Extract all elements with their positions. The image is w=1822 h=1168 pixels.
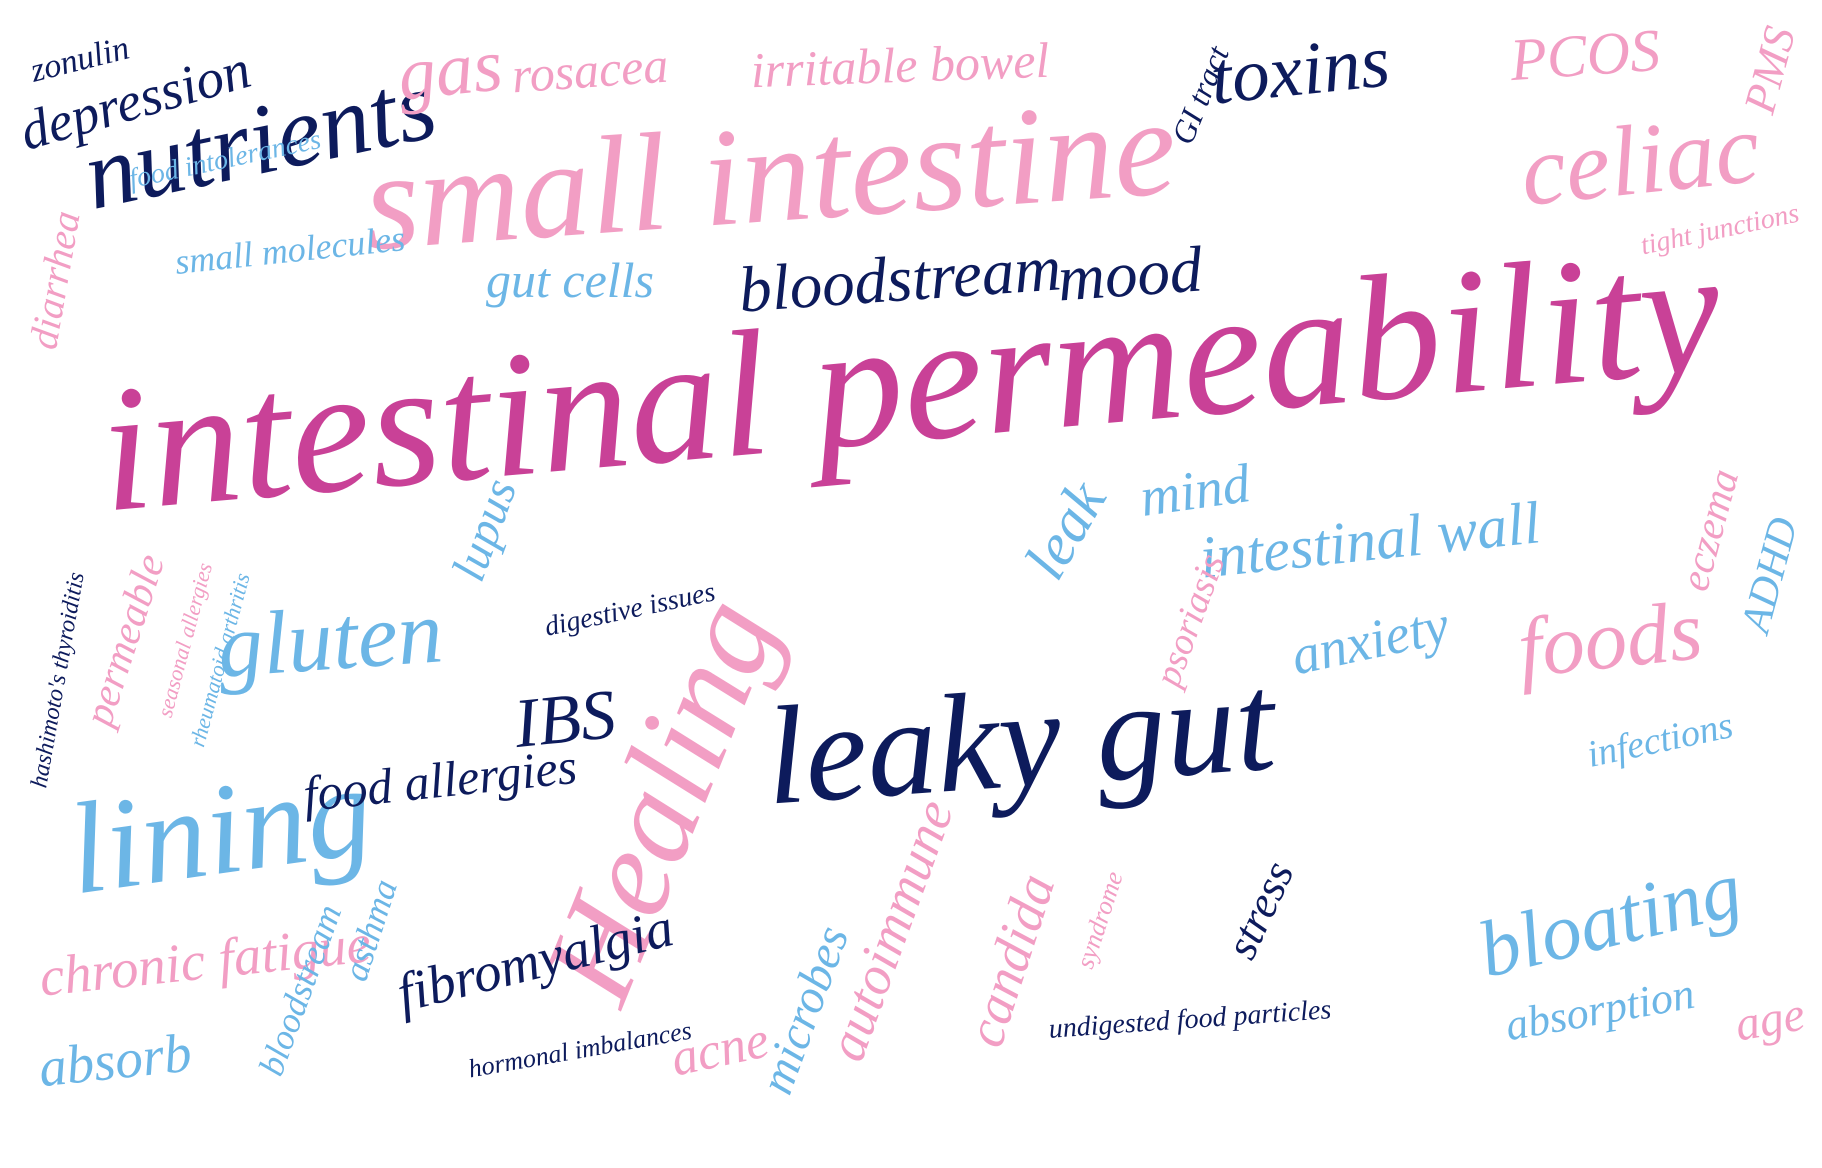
word-hormonal-imbalances: hormonal imbalances <box>466 1018 693 1083</box>
wordcloud-canvas: intestinal permeabilitysmall intestinele… <box>0 0 1822 1168</box>
word-gas: gas <box>394 27 505 112</box>
word-toxins: toxins <box>1207 23 1393 116</box>
word-gut-cells: gut cells <box>486 255 654 305</box>
word-hashimoto-s-thyroiditis: hashimoto's thyroiditis <box>27 570 89 789</box>
word-absorb: absorb <box>36 1025 194 1096</box>
word-anxiety: anxiety <box>1287 597 1454 684</box>
word-syndrome: syndrome <box>1072 868 1128 971</box>
word-rosacea: rosacea <box>510 40 670 101</box>
word-age: age <box>1732 990 1809 1049</box>
word-irritable-bowel: irritable bowel <box>750 35 1050 95</box>
word-leaky-gut: leaky gut <box>761 652 1279 827</box>
word-mood: mood <box>1056 238 1205 313</box>
word-undigested-food-particles: undigested food particles <box>1048 996 1332 1044</box>
word-leak: leak <box>1014 472 1116 589</box>
word-stress: stress <box>1218 855 1301 965</box>
word-eczema: eczema <box>1674 465 1747 595</box>
word-bloating: bloating <box>1471 849 1749 991</box>
word-adhd: ADHD <box>1735 513 1806 637</box>
word-celiac: celiac <box>1516 98 1764 222</box>
word-mind: mind <box>1137 455 1254 525</box>
word-foods: foods <box>1514 588 1706 692</box>
word-infections: infections <box>1584 706 1736 774</box>
word-diarrhea: diarrhea <box>23 208 87 352</box>
word-gluten: gluten <box>215 587 446 692</box>
word-pcos: PCOS <box>1508 20 1662 90</box>
word-pms: PMS <box>1737 22 1803 118</box>
